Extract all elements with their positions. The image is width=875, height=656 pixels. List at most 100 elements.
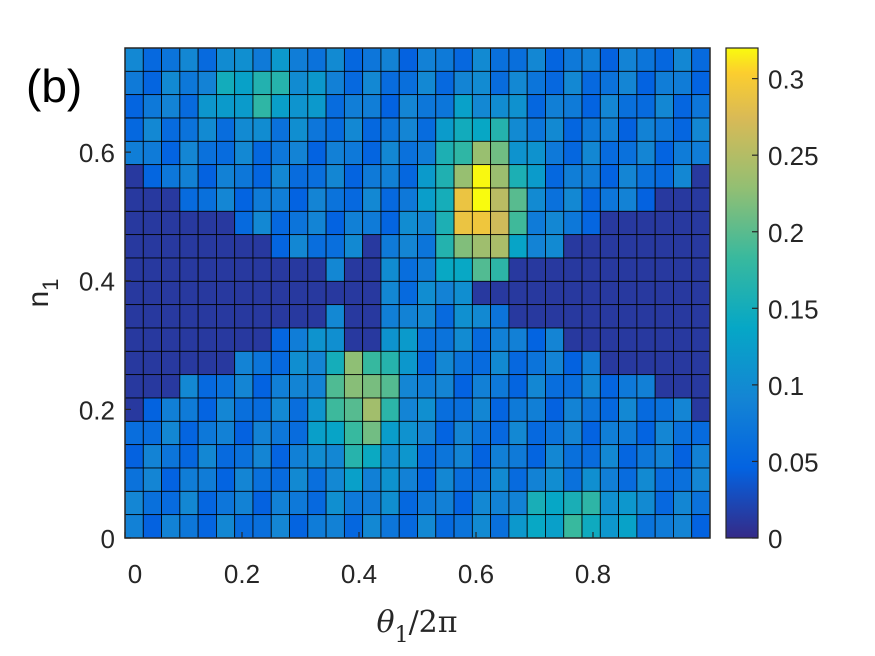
heatmap-cell	[343, 420, 364, 446]
heatmap-cell	[398, 444, 418, 469]
heatmap-cell	[234, 490, 254, 516]
heatmap-cell	[618, 514, 638, 539]
heatmap-cell	[362, 350, 382, 376]
heatmap-cell	[691, 467, 711, 492]
heatmap-cell	[252, 234, 272, 259]
heatmap-cell	[691, 164, 711, 189]
heatmap-cell	[234, 420, 254, 446]
heatmap-cell	[216, 234, 236, 259]
colorbar-tick-label: 0.3	[768, 65, 804, 95]
heatmap-cell	[654, 257, 674, 282]
heatmap-cell	[398, 420, 418, 446]
heatmap-cell	[234, 187, 254, 212]
heatmap-cell	[179, 514, 199, 539]
heatmap-cell	[673, 350, 693, 376]
heatmap-cell	[673, 187, 693, 212]
heatmap-cell	[307, 210, 327, 236]
heatmap-cell	[526, 514, 546, 539]
y-tick-label: 0.6	[79, 138, 115, 168]
heatmap-cell	[490, 117, 510, 142]
heatmap-cell	[654, 444, 674, 469]
heatmap-cell	[636, 350, 656, 376]
heatmap-cell	[691, 327, 711, 352]
heatmap-cell	[508, 490, 528, 516]
heatmap-cell	[545, 117, 565, 142]
heatmap-cell	[691, 94, 711, 119]
heatmap-cell	[289, 467, 309, 492]
heatmap-cell	[380, 304, 400, 329]
heatmap-cell	[526, 467, 546, 492]
heatmap-cell	[216, 280, 236, 306]
heatmap-cell	[270, 467, 290, 492]
heatmap-cell	[252, 164, 272, 189]
heatmap-cell	[252, 420, 272, 446]
heatmap-cell	[179, 187, 199, 212]
heatmap-cell	[124, 70, 144, 96]
heatmap-cell	[526, 420, 546, 446]
heatmap-cell	[362, 94, 382, 119]
heatmap-cell	[526, 187, 546, 212]
heatmap-cell	[526, 117, 546, 142]
heatmap-cell	[234, 467, 254, 492]
heatmap-cell	[197, 280, 217, 306]
y-tick-label: 0.2	[79, 395, 115, 425]
heatmap-cell	[380, 140, 400, 166]
heatmap-cell	[471, 327, 492, 352]
heatmap-cell	[124, 467, 144, 492]
heatmap-cell	[398, 514, 418, 539]
heatmap-cell	[563, 374, 583, 399]
heatmap-cell	[124, 234, 144, 259]
heatmap-cell	[161, 444, 181, 469]
heatmap-cell	[398, 140, 418, 166]
x-tick-label: 0.4	[341, 559, 377, 589]
heatmap-cell	[179, 117, 199, 142]
heatmap-cell	[490, 187, 510, 212]
heatmap-cell	[417, 420, 437, 446]
heatmap-cell	[307, 70, 327, 96]
x-tick-label: 0.2	[224, 559, 260, 589]
heatmap-cell	[270, 280, 290, 306]
heatmap-cell	[417, 117, 437, 142]
heatmap-cell	[618, 304, 638, 329]
heatmap-cell	[252, 514, 272, 539]
heatmap-cell	[636, 420, 656, 446]
heatmap-cell	[673, 70, 693, 96]
heatmap-cell	[252, 47, 272, 72]
heatmap-cell	[673, 164, 693, 189]
heatmap-cell	[636, 47, 656, 72]
heatmap-cell	[691, 257, 711, 282]
heatmap-cell	[398, 164, 418, 189]
heatmap-cell	[435, 327, 455, 352]
heatmap-cell	[289, 420, 309, 446]
heatmap-cell	[435, 140, 455, 166]
heatmap-cell	[216, 374, 236, 399]
heatmap-cell	[343, 94, 364, 119]
heatmap-cell	[417, 397, 437, 422]
colorbar-tick-label: 0	[768, 524, 782, 554]
heatmap-cell	[581, 444, 601, 469]
heatmap-cell	[618, 164, 638, 189]
heatmap-cell	[435, 490, 455, 516]
heatmap-cell	[526, 140, 546, 166]
heatmap-cell	[691, 187, 711, 212]
heatmap-cell	[581, 187, 601, 212]
heatmap-cell	[673, 94, 693, 119]
heatmap-cell	[526, 70, 546, 96]
heatmap-cell	[398, 490, 418, 516]
heatmap-cell	[581, 467, 601, 492]
heatmap-cell	[307, 117, 327, 142]
heatmap-cell	[471, 374, 492, 399]
heatmap-cell	[362, 514, 382, 539]
heatmap-cell	[362, 490, 382, 516]
heatmap-cell	[563, 280, 583, 306]
heatmap-cell	[234, 47, 254, 72]
heatmap-cell	[179, 327, 199, 352]
heatmap-cell	[545, 444, 565, 469]
heatmap-cell	[307, 47, 327, 72]
heatmap-cell	[581, 94, 601, 119]
heatmap-cell	[581, 490, 601, 516]
heatmap-cell	[252, 117, 272, 142]
heatmap-cell	[563, 234, 583, 259]
heatmap-cell	[545, 490, 565, 516]
heatmap-cell	[471, 164, 492, 189]
